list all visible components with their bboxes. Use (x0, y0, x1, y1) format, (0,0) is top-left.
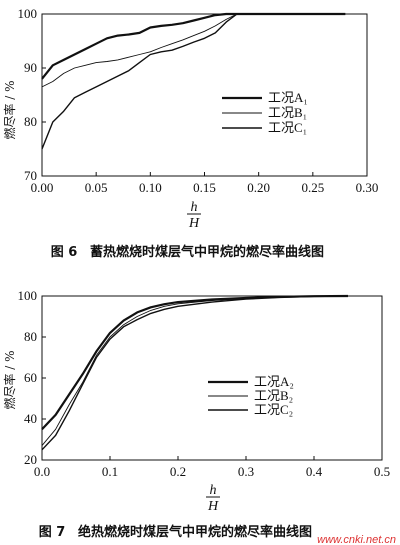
y-tick-label: 70 (24, 168, 37, 183)
y-tick-label: 40 (24, 411, 37, 426)
legend-label: 工况C₂ (254, 402, 293, 417)
x-tick-label: 0.1 (102, 464, 118, 479)
series-line-1 (41, 294, 349, 431)
legend-label: 工况A₁ (268, 90, 308, 105)
x-tick-label: 0.05 (85, 180, 108, 195)
legend-label: 工况B₁ (268, 105, 307, 120)
series-line-2 (41, 13, 346, 88)
figure-caption: 蓄热燃烧时煤层气中甲烷的燃尽率曲线图 (90, 244, 324, 260)
plot-frame (41, 295, 383, 461)
x-axis-label-numerator: h (191, 200, 198, 215)
x-tick-label: 0.2 (170, 464, 186, 479)
x-tick-label: 0.3 (238, 464, 254, 479)
y-tick-label: 100 (18, 288, 38, 303)
x-tick-label: 0.00 (31, 180, 54, 195)
y-axis-label: 燃尽率 / % (2, 80, 17, 139)
figure-caption: 绝热燃烧时煤层气中甲烷的燃尽率曲线图 (78, 524, 312, 540)
watermark: www.cnki.net.cn (317, 534, 396, 545)
chart-figure-6: 燃尽率 / % h H 图 6 蓄热燃烧时煤层气中甲烷的燃尽率曲线图 0.00 0… (2, 6, 378, 260)
y-tick-label: 90 (24, 60, 37, 75)
x-tick-label: 0.10 (139, 180, 162, 195)
legend-label: 工况A₂ (254, 374, 294, 389)
x-tick-label: 0.15 (193, 180, 216, 195)
series-line-3 (41, 13, 346, 150)
legend-label: 工况B₂ (254, 388, 293, 403)
x-tick-label: 0.30 (356, 180, 379, 195)
y-tick-label: 80 (24, 114, 37, 129)
figure-number: 图 6 (51, 245, 78, 260)
x-tick-label: 0.25 (301, 180, 324, 195)
y-tick-label: 60 (24, 370, 37, 385)
x-axis-label-denominator: H (188, 216, 200, 231)
y-tick-label: 100 (18, 6, 38, 21)
y-tick-label: 20 (24, 452, 37, 467)
x-tick-label: 0.4 (306, 464, 323, 479)
x-tick-label: 0.5 (374, 464, 390, 479)
y-axis-label: 燃尽率 / % (2, 350, 17, 409)
series-line-3 (41, 295, 349, 451)
x-axis-label-numerator: h (210, 483, 217, 498)
x-tick-label: 0.0 (34, 464, 50, 479)
x-axis-label-denominator: H (207, 499, 219, 514)
chart-figure-7: 燃尽率 / % h H 图 7 绝热燃烧时煤层气中甲烷的燃尽率曲线图 0.0 0.… (2, 288, 390, 540)
x-tick-label: 0.20 (247, 180, 270, 195)
y-tick-label: 80 (24, 329, 37, 344)
series-line-1 (41, 12, 346, 80)
figure-number: 图 7 (39, 525, 66, 540)
series-line-2 (41, 295, 349, 446)
legend-label: 工况C₁ (268, 120, 307, 135)
